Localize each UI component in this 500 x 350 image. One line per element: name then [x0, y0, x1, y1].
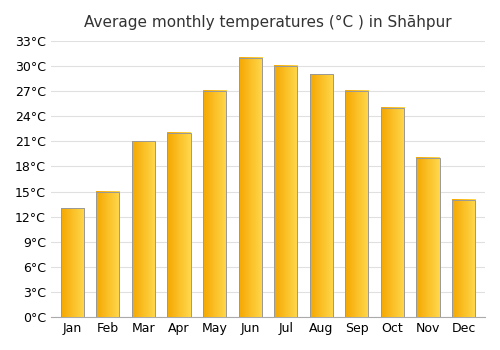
Bar: [168, 133, 190, 317]
Bar: [452, 200, 475, 317]
Bar: [60, 208, 84, 317]
Bar: [238, 58, 262, 317]
Bar: [96, 191, 120, 317]
Bar: [274, 66, 297, 317]
Bar: [132, 141, 155, 317]
Bar: [346, 91, 368, 317]
Bar: [203, 91, 226, 317]
Bar: [310, 75, 333, 317]
Title: Average monthly temperatures (°C ) in Shāhpur: Average monthly temperatures (°C ) in Sh…: [84, 15, 452, 30]
Bar: [416, 158, 440, 317]
Bar: [381, 108, 404, 317]
